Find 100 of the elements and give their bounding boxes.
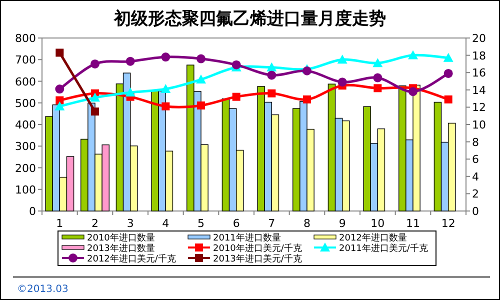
x-tick-label: 3 xyxy=(126,217,134,230)
point xyxy=(408,50,418,60)
point xyxy=(232,92,240,101)
y2-tick-label: 8 xyxy=(472,136,479,149)
bar xyxy=(434,102,442,212)
bar xyxy=(257,86,265,212)
y2-tick-label: 18 xyxy=(472,49,486,62)
text: ©2013.03 xyxy=(17,284,68,295)
x-tick-label: 8 xyxy=(304,217,310,230)
bar xyxy=(94,154,102,212)
bar xyxy=(440,142,449,212)
y2-tick-label: 10 xyxy=(472,118,486,132)
bar xyxy=(448,122,456,212)
bar xyxy=(102,144,110,212)
point xyxy=(196,54,206,64)
legend-label: 2012年进口数量 xyxy=(339,232,407,244)
bar xyxy=(342,120,350,212)
legend-label: 2011年进口数量 xyxy=(213,232,281,244)
bar xyxy=(66,156,74,212)
point xyxy=(56,96,64,104)
point xyxy=(162,102,170,110)
x-tick-label: 7 xyxy=(268,217,276,230)
point xyxy=(303,95,311,104)
point xyxy=(267,70,276,80)
point xyxy=(196,74,206,84)
point xyxy=(126,56,135,66)
y-tick-label: 500 xyxy=(15,96,36,110)
point xyxy=(266,62,277,72)
point xyxy=(372,58,383,68)
chart-title: 初级形态聚四氟乙烯进口量月度走势 xyxy=(113,9,386,29)
y2-tick-label: 2 xyxy=(472,188,479,201)
bar xyxy=(264,102,272,212)
bar xyxy=(165,150,174,212)
point xyxy=(160,84,171,94)
x-tick-label: 9 xyxy=(338,217,346,230)
x-tick-label: 1 xyxy=(56,217,64,230)
point xyxy=(268,89,276,98)
point xyxy=(90,92,100,102)
point xyxy=(55,84,64,94)
y2-tick-label: 14 xyxy=(472,84,486,97)
y-tick-label: 300 xyxy=(15,140,36,154)
bar xyxy=(306,128,314,212)
point xyxy=(444,68,453,78)
legend-label: 2013年进口美元/千克 xyxy=(213,254,302,264)
legend-label: 2010年进口美元/千克 xyxy=(213,243,302,254)
bar xyxy=(151,90,159,212)
y-tick-label: 400 xyxy=(15,118,36,132)
y-tick-label: 200 xyxy=(15,162,36,175)
point xyxy=(90,59,100,68)
legend-label: 2013年进口数量 xyxy=(87,243,155,254)
bar xyxy=(80,138,88,212)
y2-tick-label: 4 xyxy=(472,170,479,184)
x-tick-label: 5 xyxy=(198,217,204,230)
y2-tick-label: 12 xyxy=(472,101,486,114)
bar xyxy=(194,91,202,212)
x-tick-label: 12 xyxy=(441,217,456,230)
bar xyxy=(334,118,343,212)
y-tick-label: 0 xyxy=(29,205,36,218)
bar xyxy=(236,150,244,212)
bar xyxy=(363,106,371,212)
bar xyxy=(300,101,308,212)
point xyxy=(408,87,418,96)
x-tick-label: 2 xyxy=(92,217,98,230)
bar xyxy=(328,84,336,212)
y2-tick-label: 6 xyxy=(472,153,479,166)
point xyxy=(443,52,454,62)
y2-tick-label: 0 xyxy=(472,205,479,218)
point xyxy=(91,108,99,116)
bar xyxy=(406,140,414,212)
point xyxy=(374,84,382,92)
bar xyxy=(45,116,53,212)
bar xyxy=(412,84,420,212)
legend-label: 2010年进口数量 xyxy=(87,232,155,244)
bar xyxy=(59,176,68,212)
bar xyxy=(292,108,300,212)
bar xyxy=(200,144,208,212)
y-tick-label: 800 xyxy=(15,32,36,45)
bar xyxy=(228,108,237,212)
point xyxy=(337,54,348,64)
point xyxy=(56,48,64,57)
bar xyxy=(271,114,280,212)
point xyxy=(373,73,382,82)
y-tick-label: 700 xyxy=(15,54,36,67)
bar xyxy=(52,104,60,212)
point xyxy=(444,95,452,104)
x-tick-label: 4 xyxy=(162,217,170,230)
legend-label: 2012年进口美元/千克 xyxy=(87,254,176,264)
y2-tick-label: 16 xyxy=(472,66,486,80)
bar xyxy=(88,102,96,212)
bar xyxy=(370,142,378,212)
point xyxy=(197,101,205,110)
x-tick-label: 11 xyxy=(406,217,420,230)
legend-label: 2011年进口美元/千克 xyxy=(339,243,428,254)
point xyxy=(54,101,65,110)
y2-tick-label: 20 xyxy=(472,32,486,45)
point xyxy=(161,52,170,62)
y-tick-label: 100 xyxy=(15,183,36,196)
bar xyxy=(377,128,386,212)
x-tick-label: 6 xyxy=(232,217,240,230)
point xyxy=(338,78,347,87)
